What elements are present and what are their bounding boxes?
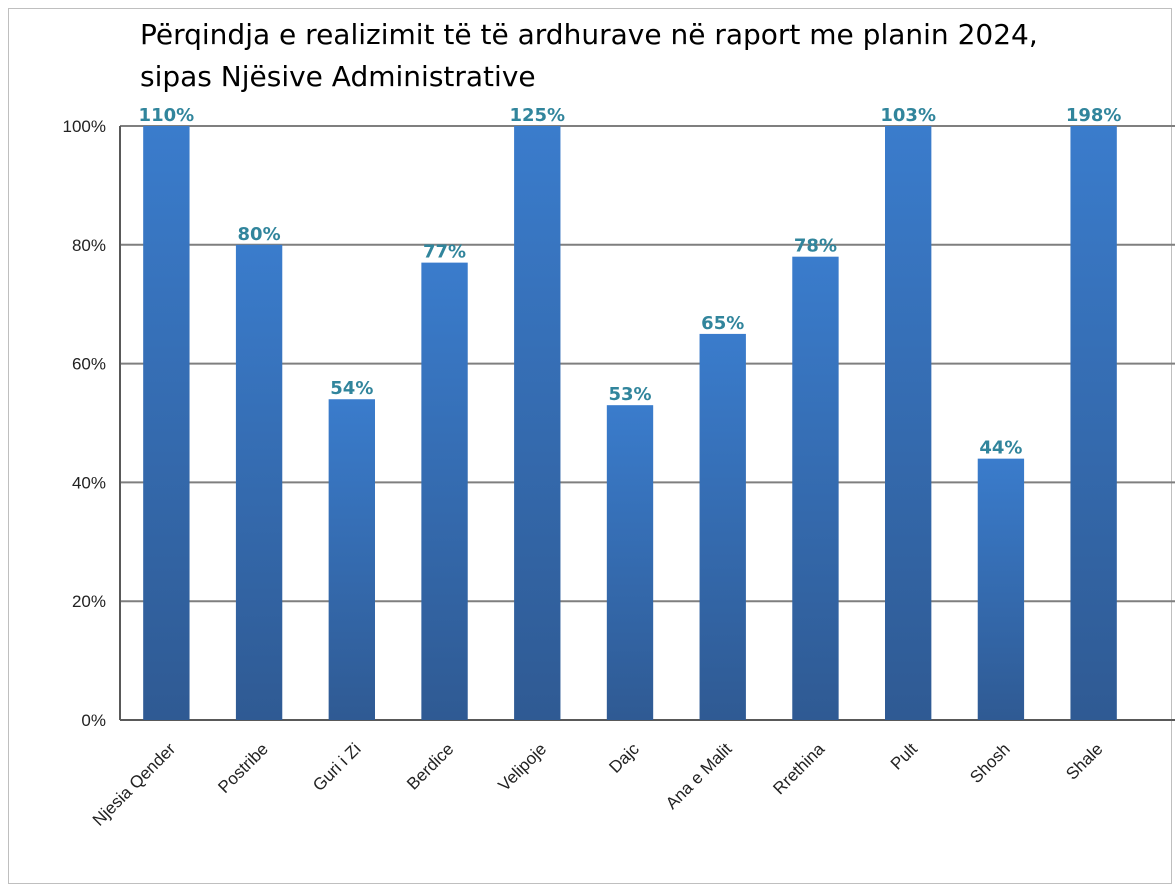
x-category-label: Shosh — [966, 739, 1014, 787]
data-label: 103% — [880, 105, 936, 126]
y-tick-label: 40% — [72, 473, 106, 492]
x-category-label: Guri i Zi — [309, 739, 365, 795]
bar — [235, 244, 283, 721]
x-category-label: Postribe — [214, 739, 272, 797]
bar — [514, 126, 561, 720]
x-category-label: Pult — [887, 739, 921, 773]
x-category-label: Njesia Qender — [89, 739, 180, 830]
x-axis-categories: Njesia Qender Postribe Guri i Zi Berdice Vel… — [89, 739, 1107, 830]
data-label: 65% — [701, 313, 744, 334]
bar — [328, 399, 375, 720]
x-category-label: Shale — [1062, 739, 1106, 783]
bar — [606, 405, 654, 720]
bar — [885, 126, 932, 720]
data-label: 110% — [139, 105, 195, 126]
y-tick-label: 100% — [63, 117, 106, 136]
bar — [977, 458, 1025, 720]
bars — [143, 126, 1117, 721]
bar — [699, 333, 746, 720]
chart-title: Përqindja e realizimit të të ardhurave n… — [140, 18, 1038, 93]
x-category-label: Rrethina — [769, 739, 828, 798]
data-label: 77% — [423, 242, 466, 263]
data-label: 78% — [794, 236, 837, 257]
bar — [421, 262, 468, 720]
data-label: 54% — [330, 378, 373, 399]
x-category-label: Dajc — [605, 739, 643, 777]
y-tick-label: 0% — [81, 711, 106, 730]
chart-frame — [8, 8, 1172, 884]
data-label: 53% — [608, 384, 651, 405]
y-axis-ticks: 0% 20% 40% 60% 80% 100% — [63, 117, 106, 730]
y-tick-label: 80% — [72, 236, 106, 255]
bar — [792, 256, 839, 720]
x-category-label: Velipoje — [495, 739, 551, 795]
x-category-label: Ana e Malit — [662, 739, 736, 813]
data-label: 198% — [1066, 105, 1122, 126]
x-category-label: Berdice — [403, 739, 457, 793]
data-label: 125% — [509, 105, 565, 126]
y-tick-label: 60% — [72, 355, 106, 374]
y-tick-label: 20% — [72, 592, 106, 611]
bar — [1070, 126, 1117, 720]
data-label: 44% — [979, 438, 1022, 459]
data-label: 80% — [238, 224, 281, 245]
bar — [143, 126, 190, 720]
data-labels: 110% 80% 54% 77% 125% 53% 65% 78% 103% 44% 198% — [139, 105, 1122, 459]
